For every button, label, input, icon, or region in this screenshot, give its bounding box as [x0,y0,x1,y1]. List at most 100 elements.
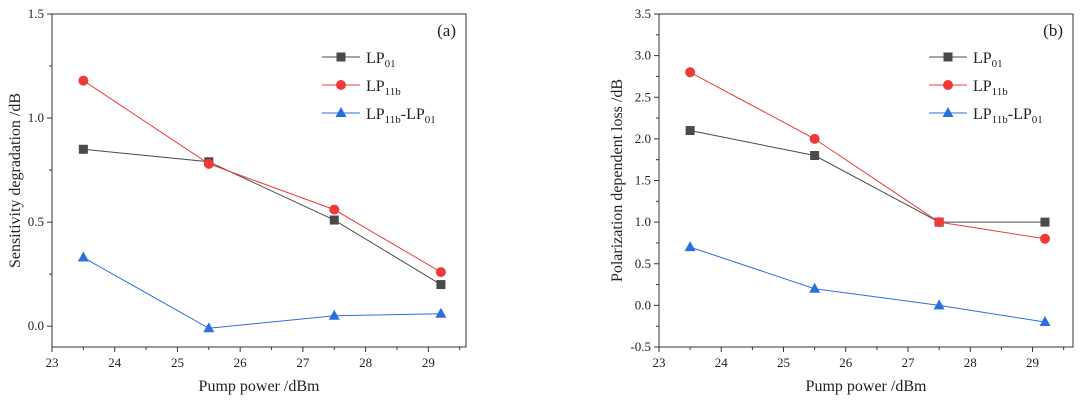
series-LP11b-LP01 [684,241,1051,327]
series-line [83,80,442,273]
series-LP01 [78,144,446,290]
data-point [77,251,89,262]
data-point [78,144,88,154]
y-axis-label: Sensitivity degradation /dB [7,93,24,268]
x-axis-label: Pump power /dBm [199,378,320,395]
x-tick-label: 26 [234,355,248,370]
x-tick-label: 23 [653,355,666,370]
data-point [684,241,696,252]
x-tick-label: 26 [839,355,853,370]
series-line [83,148,442,285]
legend-marker [336,52,346,62]
legend-marker [942,107,954,117]
y-tick-label: 1.0 [635,214,651,229]
data-point [1039,316,1051,327]
y-tick-label: 2.5 [635,89,651,104]
legend-label-base: LP [366,78,385,95]
data-point [435,267,446,278]
legend-label: LP11b-LP01 [366,106,436,126]
data-point [436,280,446,290]
y-tick-label: 1.5 [635,173,651,188]
data-point [933,299,945,310]
data-point [435,307,447,318]
y-tick-label: 3.0 [635,48,651,63]
data-point [78,75,89,86]
legend-entry: LP11b-LP01 [322,106,436,126]
data-point [685,126,695,136]
legend-label-sub: 01 [1032,114,1043,126]
legend-label-base: LP [366,50,385,67]
x-tick-label: 24 [108,355,122,370]
legend-label-base: -LP [401,106,425,123]
data-point [1039,233,1050,244]
y-tick-label: 1.0 [28,110,44,125]
chart-panel-a: 23 24 25 26 27 28 29 0.0 0.5 1.0 1.5 Pump power /dB… [7,6,467,395]
legend-label-base: -LP [1008,106,1032,123]
series-line [690,130,1045,223]
legend-label-sub: 11b [992,86,1009,98]
data-point [934,217,945,228]
legend-label-base: LP [973,106,992,123]
y-tick-label: 0.0 [635,297,651,312]
x-tick-label: 27 [902,355,916,370]
series-LP11b [78,75,446,278]
y-tick-label: 0.5 [635,256,651,271]
x-tick-label: 29 [1026,355,1039,370]
x-tick-label: 23 [46,355,59,370]
x-tick-label: 24 [715,355,729,370]
y-tick-label: 0.5 [28,214,44,229]
legend-marker [336,80,346,90]
data-point [329,204,340,215]
legend-label-sub: 01 [385,58,396,70]
plot-frame [51,13,467,348]
legend-label-sub: 11b [385,114,402,126]
legend-label-sub: 01 [992,58,1003,70]
data-point [685,67,696,78]
x-tick-label: 25 [171,355,184,370]
legend-entry: LP11b [322,78,401,98]
y-tick-label: -0.5 [630,339,651,354]
x-tick-label: 28 [359,355,372,370]
legend-label-sub: 11b [385,86,402,98]
legend-label: LP11b-LP01 [973,106,1043,126]
legend-entry: LP11b-LP01 [929,106,1043,126]
legend-entry: LP01 [322,50,396,70]
x-tick-label: 27 [296,355,310,370]
legend-label: LP01 [973,50,1003,70]
y-tick-label: 1.5 [28,6,44,21]
x-tick-label: 28 [964,355,977,370]
series-LP11b [685,67,1050,244]
plot-frame [658,13,1074,348]
data-point [328,309,340,320]
series-line [689,246,1046,323]
legend-label-base: LP [973,50,992,67]
series-line [689,71,1046,240]
legend-label: LP01 [366,50,396,70]
panel-label: (a) [437,21,456,40]
legend-marker [943,52,953,62]
y-tick-label: 2.0 [635,131,651,146]
legend-label-sub: 11b [992,114,1009,126]
x-tick-label: 29 [422,355,435,370]
x-tick-label: 25 [777,355,790,370]
data-point [1040,217,1050,227]
data-point [809,282,821,293]
legend-label-base: LP [366,106,385,123]
legend-label: LP11b [973,78,1008,98]
series-LP01 [685,126,1050,227]
data-point [203,158,214,169]
x-axis-label: Pump power /dBm [806,378,927,395]
y-tick-label: 3.5 [635,6,651,21]
legend-label: LP11b [366,78,401,98]
data-point [329,215,339,225]
series-LP11b-LP01 [77,251,447,333]
legend-entry: LP11b [929,78,1008,98]
y-tick-label: 0.0 [28,318,44,333]
y-axis-label: Polarization dependent loss /dB [609,79,626,282]
chart-panel-b: 23 24 25 26 27 28 29 -0.5 0.0 0.5 1.0 1.5 2.0 2.5 3.0 3… [609,6,1074,395]
legend-label-sub: 01 [425,114,436,126]
panel-label: (b) [1043,21,1063,40]
data-point [203,322,215,333]
